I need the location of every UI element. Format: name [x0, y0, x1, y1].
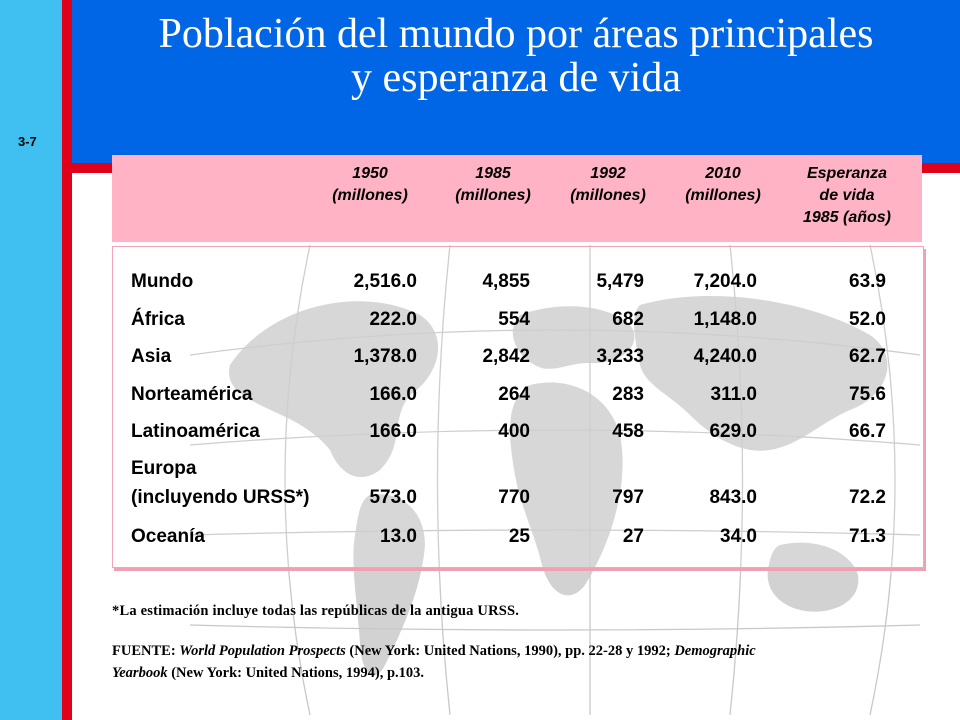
value-1950: 13.0 [380, 526, 417, 547]
value-1992: 3,233 [596, 346, 644, 367]
value-life-expectancy: 62.7 [849, 346, 886, 367]
title-banner [72, 0, 960, 163]
value-life-expectancy: 66.7 [849, 421, 886, 442]
col-header-1950: 1950 (millones) [332, 165, 408, 204]
value-1992: 5,479 [596, 271, 644, 292]
value-1992: 797 [612, 487, 644, 508]
value-life-expectancy: 75.6 [849, 384, 886, 405]
value-2010: 843.0 [709, 487, 757, 508]
value-life-expectancy: 72.2 [849, 487, 886, 508]
data-table-panel [112, 246, 924, 568]
slide-number: 3-7 [18, 134, 37, 149]
value-life-expectancy: 71.3 [849, 526, 886, 547]
value-1950: 166.0 [369, 421, 417, 442]
col-header-1985: 1985 (millones) [455, 165, 531, 204]
vertical-red-stripe [62, 0, 72, 720]
value-2010: 629.0 [709, 421, 757, 442]
value-1985: 770 [498, 487, 530, 508]
value-2010: 311.0 [710, 384, 758, 405]
value-1985: 554 [498, 309, 530, 330]
region-label: África [131, 309, 185, 330]
slide-title: Población del mundo por áreas principale… [72, 12, 960, 100]
source-citation: FUENTE: World Population Prospects (New … [112, 643, 756, 681]
value-1992: 458 [612, 421, 644, 442]
region-label: Norteamérica [131, 384, 253, 405]
col-header-2010: 2010 (millones) [685, 165, 761, 204]
column-header-band [112, 155, 922, 242]
region-label: Mundo [131, 271, 194, 292]
region-label: Latinoamérica [131, 421, 260, 442]
footnote: *La estimación incluye todas las repúbli… [112, 603, 520, 619]
region-label-detail: (incluyendo URSS*) [131, 487, 310, 508]
value-2010: 4,240.0 [693, 346, 757, 367]
left-color-band [0, 0, 62, 720]
col-header-life-expectancy: Esperanza de vida 1985 (años) [802, 165, 892, 226]
value-1992: 283 [612, 384, 644, 405]
title-line-1: Población del mundo por áreas principale… [158, 11, 874, 57]
value-1950: 1,378.0 [353, 346, 417, 367]
value-1992: 27 [622, 526, 644, 547]
value-1985: 4,855 [482, 271, 530, 292]
value-1985: 400 [498, 421, 530, 442]
value-1992: 682 [612, 309, 644, 330]
value-1950: 222.0 [369, 309, 417, 330]
value-2010: 7,204.0 [693, 271, 757, 292]
region-label: Oceanía [131, 526, 205, 547]
title-line-2: y esperanza de vida [351, 55, 681, 101]
value-1950: 166.0 [369, 384, 417, 405]
value-1985: 2,842 [482, 346, 530, 367]
value-2010: 1,148.0 [693, 309, 757, 330]
region-label: Europa [131, 458, 197, 479]
world-map-watermark-icon [190, 245, 920, 715]
value-1985: 264 [498, 384, 530, 405]
value-1985: 25 [508, 526, 530, 547]
value-2010: 34.0 [720, 526, 757, 547]
value-life-expectancy: 52.0 [849, 309, 886, 330]
region-label: Asia [131, 346, 172, 367]
value-1950: 2,516.0 [353, 271, 417, 292]
value-1950: 573.0 [369, 487, 417, 508]
col-header-1992: 1992 (millones) [570, 165, 646, 204]
value-life-expectancy: 63.9 [849, 271, 886, 292]
